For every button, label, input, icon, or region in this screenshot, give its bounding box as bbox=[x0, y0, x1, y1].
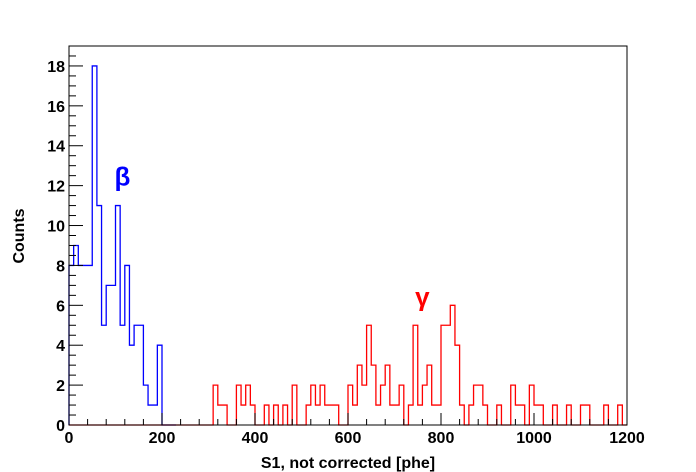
x-axis-title: S1, not corrected [phe] bbox=[261, 455, 435, 472]
histogram-series-1 bbox=[68, 65, 176, 426]
y-tick-label: 0 bbox=[56, 418, 65, 435]
x-tick-label: 600 bbox=[335, 430, 362, 447]
y-tick-label: 14 bbox=[47, 139, 65, 156]
y-tick-label: 18 bbox=[47, 59, 65, 76]
x-tick-label: 0 bbox=[65, 430, 74, 447]
y-axis-title: Counts bbox=[11, 208, 28, 263]
y-axis-ticks: 0 2 4 6 8 10 12 14 16 18 bbox=[47, 55, 83, 435]
histogram-series-layer bbox=[68, 65, 627, 426]
y-tick-label: 6 bbox=[56, 298, 65, 315]
y-tick-label: 12 bbox=[47, 179, 65, 196]
beta-label: β bbox=[115, 162, 131, 192]
x-axis-ticks: 0 200 400 600 800 1000 1200 bbox=[65, 413, 645, 447]
y-tick-label: 16 bbox=[47, 99, 65, 116]
x-tick-label: 400 bbox=[242, 430, 269, 447]
x-tick-label: 200 bbox=[149, 430, 176, 447]
gamma-label: γ bbox=[415, 281, 430, 311]
x-tick-label: 1000 bbox=[516, 430, 552, 447]
annotations-layer: βγ bbox=[115, 162, 431, 312]
y-tick-label: 4 bbox=[56, 338, 65, 355]
histogram-series-2 bbox=[69, 304, 627, 426]
y-tick-label: 2 bbox=[56, 378, 65, 395]
y-tick-label: 10 bbox=[47, 219, 65, 236]
x-tick-label: 800 bbox=[428, 430, 455, 447]
y-tick-label: 8 bbox=[56, 258, 65, 275]
x-tick-label: 1200 bbox=[609, 430, 645, 447]
